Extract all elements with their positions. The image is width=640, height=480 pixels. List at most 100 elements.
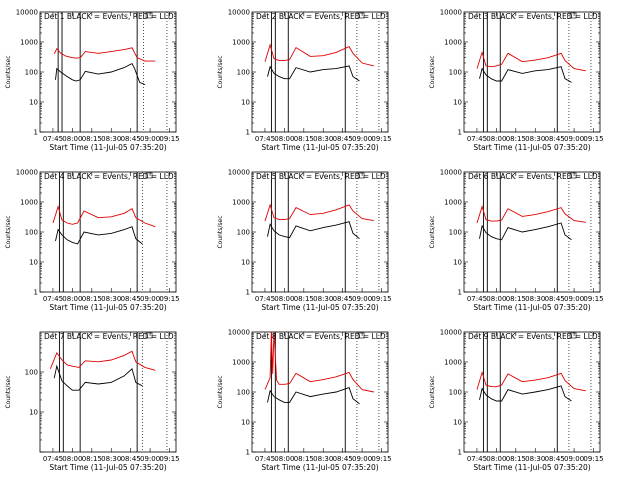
x-axis-label: Start Time (11-Jul-05 07:35:20) [49,303,166,312]
y-tick-label: 10 [29,99,38,107]
x-axis-label: Start Time (11-Jul-05 07:35:20) [49,463,166,472]
x-tick-label: 08:15 [506,455,526,463]
x-axis-label: Start Time (11-Jul-05 07:35:20) [473,303,590,312]
y-tick-label: 10000 [16,9,38,17]
x-tick-label: 09:00 [140,455,160,463]
x-axis-label: Start Time (11-Jul-05 07:35:20) [49,143,166,152]
y-tick-label: 10 [241,99,250,107]
x-tick-label: 09:00 [352,135,372,143]
x-tick-label: 08:00 [62,455,82,463]
detector-panel-9: 1 10 100 1000 10000 07:45 08:00 08:15 08:30 08:45… [429,329,604,473]
x-tick-label: 09:15 [371,135,391,143]
detector-panel-1: 1 10 100 1000 10000 07:45 08:00 08:15 08:30 08:45… [5,9,180,153]
series-lld-line [264,43,374,67]
detector-panel-4: 1 10 100 1000 10000 07:45 08:00 08:15 08:30 08:45… [5,169,180,313]
series-events-line [479,66,572,83]
x-axis-label: Start Time (11-Jul-05 07:35:20) [473,463,590,472]
y-tick-label: 1000 [444,39,462,47]
y-tick-label: 10 [453,99,462,107]
x-tick-label: 07:45 [467,295,487,303]
y-axis-label: Counts/sec [217,375,224,408]
x-tick-label: 08:30 [525,295,545,303]
series-events-line [479,222,572,241]
x-tick-label: 08:15 [294,455,314,463]
x-tick-label: 09:15 [583,295,603,303]
y-tick-label: 10 [453,419,462,427]
y-tick-label: 10000 [16,169,38,177]
x-tick-label: 09:15 [583,135,603,143]
x-tick-label: 09:00 [564,455,584,463]
y-tick-label: 1000 [444,199,462,207]
x-tick-label: 07:45 [467,135,487,143]
panel-title: Det 9 BLACK = Events, RED = LLD [468,332,598,341]
x-tick-label: 09:00 [564,295,584,303]
x-tick-label: 08:00 [62,295,82,303]
y-tick-label: 10000 [228,169,250,177]
x-tick-label: 09:15 [159,455,179,463]
x-tick-label: 08:00 [274,135,294,143]
x-tick-label: 08:45 [121,295,141,303]
plot-frame [251,11,389,133]
detector-panel-7: 10 100 07:45 08:00 08:15 08:30 08:45 09:00 09:15… [5,331,180,472]
y-axis-label: Counts/sec [5,215,12,248]
x-tick-label: 09:15 [159,135,179,143]
panel-title: Det 1 BLACK = Events, RED = LLD [44,12,174,21]
y-tick-label: 1000 [232,359,250,367]
y-tick-label: 100 [25,69,38,77]
y-axis-label: Counts/sec [429,375,436,408]
x-tick-label: 08:00 [486,455,506,463]
y-tick-label: 10000 [440,169,462,177]
y-tick-label: 10000 [440,329,462,337]
y-axis-label: Counts/sec [5,55,12,88]
x-tick-label: 08:15 [82,135,102,143]
plot-frame [251,171,389,293]
y-tick-label: 100 [237,69,250,77]
x-tick-label: 07:45 [255,135,275,143]
x-tick-label: 08:00 [62,135,82,143]
panel-title: Det 6 BLACK = Events, RED = LLD [468,172,598,181]
series-lld-line [52,205,156,228]
panel-title: Det 4 BLACK = Events, RED = LLD [44,172,174,181]
series-lld-line [476,50,586,72]
y-tick-label: 1 [246,449,250,457]
x-tick-label: 09:00 [564,135,584,143]
detector-panel-3: 1 10 100 1000 10000 07:45 08:00 08:15 08:30 08:45… [429,9,604,153]
y-tick-label: 100 [449,229,462,237]
y-tick-label: 1 [458,129,462,137]
legend-box-marker [569,172,577,179]
y-tick-label: 10 [29,409,38,417]
panel-title: Det 5 BLACK = Events, RED = LLD [256,172,386,181]
y-tick-label: 10000 [440,9,462,17]
x-tick-label: 07:45 [255,455,275,463]
x-tick-label: 08:30 [525,455,545,463]
series-events-line [267,65,360,82]
plot-frame [39,331,177,453]
series-events-line [267,221,360,240]
x-axis-label: Start Time (11-Jul-05 07:35:20) [261,303,378,312]
plot-frame [463,171,601,293]
y-tick-label: 1 [458,289,462,297]
y-tick-label: 1 [246,289,250,297]
x-tick-label: 08:00 [274,295,294,303]
x-axis-label: Start Time (11-Jul-05 07:35:20) [261,143,378,152]
x-tick-label: 07:45 [255,295,275,303]
series-events-line [479,385,572,402]
panel-title: Det 3 BLACK = Events, RED = LLD [468,12,598,21]
x-tick-label: 08:30 [101,135,121,143]
x-tick-label: 08:15 [294,135,314,143]
x-tick-label: 08:30 [313,135,333,143]
x-tick-label: 08:30 [313,455,333,463]
y-axis-label: Counts/sec [217,55,224,88]
panel-title: Det 7 BLACK = Events, RED = LLD [44,332,174,341]
series-events-line [267,387,360,405]
y-tick-label: 1000 [20,199,38,207]
panel-title: Det 8 BLACK = Events, RED = LLD [256,332,386,341]
y-tick-label: 100 [237,389,250,397]
x-tick-label: 08:15 [506,135,526,143]
panel-title: Det 2 BLACK = Events, RED = LLD [256,12,386,21]
legend-box-marker [569,12,577,19]
x-axis-label: Start Time (11-Jul-05 07:35:20) [261,463,378,472]
detector-panel-6: 1 10 100 1000 10000 07:45 08:00 08:15 08:30 08:45… [429,169,604,313]
y-axis-label: Counts/sec [429,55,436,88]
